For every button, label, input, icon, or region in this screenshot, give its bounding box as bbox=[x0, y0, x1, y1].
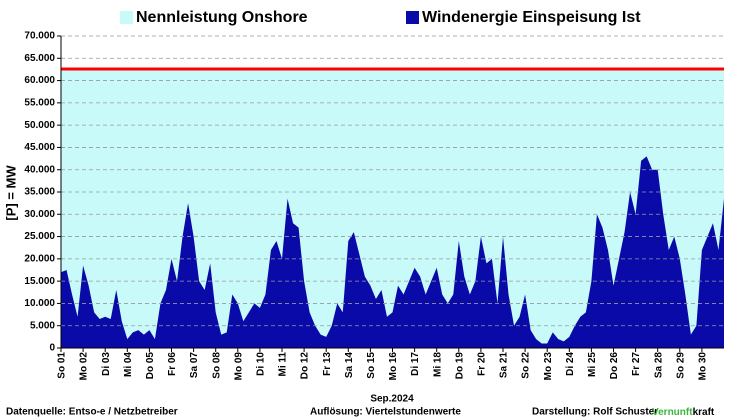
brand-green: Vernunft bbox=[652, 407, 693, 418]
x-tick-label: Mo 30 bbox=[698, 352, 709, 381]
x-tick-label: Mo 09 bbox=[233, 352, 244, 381]
brand-black: kraft bbox=[693, 407, 715, 418]
x-tick-label: Fr 13 bbox=[322, 352, 333, 376]
y-tick-label: 50.000 bbox=[24, 120, 55, 131]
x-tick-label: Fr 20 bbox=[477, 352, 488, 376]
x-tick-label: Fr 06 bbox=[167, 352, 178, 376]
x-tick-label: Mi 04 bbox=[123, 352, 134, 377]
footer-author: Darstellung: Rolf Schuster bbox=[532, 407, 658, 418]
legend-swatch bbox=[120, 11, 133, 24]
x-tick-label: Mi 11 bbox=[278, 352, 289, 377]
x-tick-label: Sa 14 bbox=[344, 352, 355, 379]
y-tick-label: 65.000 bbox=[24, 53, 55, 64]
x-tick-label: So 08 bbox=[211, 352, 222, 379]
x-tick-label: Do 19 bbox=[454, 352, 465, 380]
area bbox=[61, 156, 724, 348]
legend-label: Windenergie Einspeisung Ist bbox=[422, 9, 641, 26]
y-tick-label: 30.000 bbox=[24, 209, 55, 220]
x-tick-label: Do 26 bbox=[609, 352, 620, 380]
y-tick-label: 20.000 bbox=[24, 253, 55, 264]
x-tick-label: Mi 18 bbox=[432, 352, 443, 377]
x-tick-label: So 01 bbox=[57, 352, 68, 379]
footer-brand: Vernunftkraft bbox=[652, 407, 715, 418]
x-tick-label: Do 05 bbox=[145, 352, 156, 380]
x-tick-label: Mo 16 bbox=[388, 352, 399, 381]
x-tick-label: So 15 bbox=[366, 352, 377, 379]
area bbox=[61, 68, 724, 349]
footer-resolution: Auflösung: Viertelstundenwerte bbox=[310, 407, 461, 418]
x-tick-label: So 29 bbox=[675, 352, 686, 379]
x-tick-label: Sa 07 bbox=[189, 352, 200, 379]
legend-swatch bbox=[406, 11, 419, 24]
x-axis-label: Sep.2024 bbox=[370, 394, 414, 405]
y-tick-label: 15.000 bbox=[24, 276, 55, 287]
y-tick-label: 25.000 bbox=[24, 231, 55, 242]
x-tick-label: Di 17 bbox=[410, 352, 421, 376]
y-tick-label: 40.000 bbox=[24, 164, 55, 175]
y-tick-label: 10.000 bbox=[24, 298, 55, 309]
y-tick-label: 45.000 bbox=[24, 142, 55, 153]
x-tick-label: Fr 27 bbox=[631, 352, 642, 376]
y-tick-label: 70.000 bbox=[24, 31, 55, 42]
x-tick-label: Di 03 bbox=[101, 352, 112, 376]
x-tick-label: Mi 25 bbox=[587, 352, 598, 377]
x-tick-label: Do 12 bbox=[300, 352, 311, 380]
x-tick-label: Sa 21 bbox=[499, 352, 510, 379]
y-tick-label: 5.000 bbox=[30, 320, 55, 331]
x-tick-label: Mo 23 bbox=[543, 352, 554, 381]
y-axis-label: [P] = MW bbox=[3, 165, 18, 221]
legend-label: Nennleistung Onshore bbox=[136, 9, 308, 26]
footer-source: Datenquelle: Entso-e / Netzbetreiber bbox=[6, 407, 178, 418]
x-tick-label: So 22 bbox=[521, 352, 532, 379]
y-tick-label: 60.000 bbox=[24, 75, 55, 86]
x-tick-label: Sa 28 bbox=[653, 352, 664, 379]
y-tick-label: 0 bbox=[49, 343, 55, 354]
x-tick-label: Di 24 bbox=[565, 352, 576, 376]
x-tick-label: Di 10 bbox=[256, 352, 267, 376]
y-tick-label: 55.000 bbox=[24, 97, 55, 108]
y-tick-label: 35.000 bbox=[24, 187, 55, 198]
x-tick-label: Mo 02 bbox=[79, 352, 90, 381]
